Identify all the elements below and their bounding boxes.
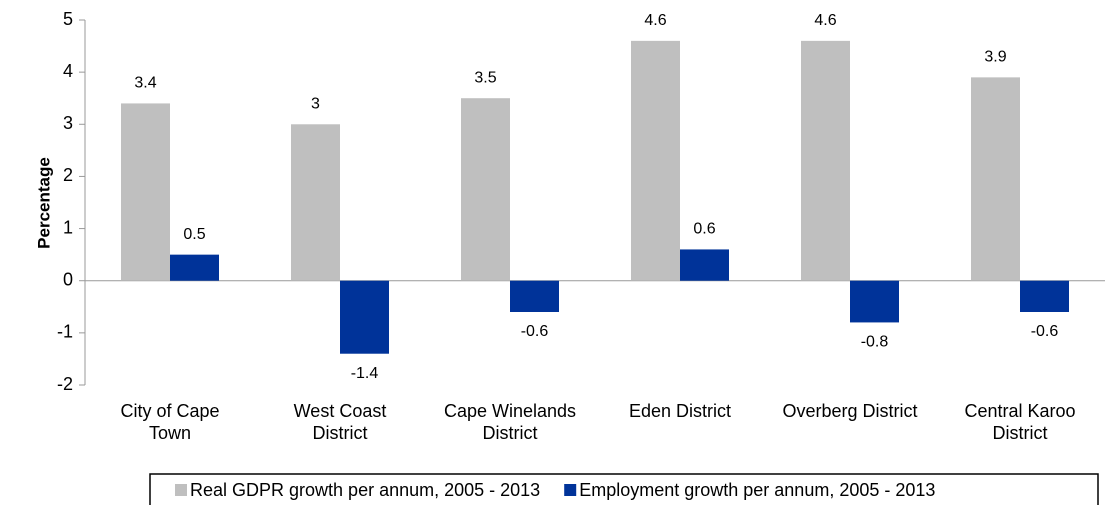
bar [971,77,1020,281]
data-label: 4.6 [644,12,666,29]
bar [850,280,899,323]
y-tick-label: 0 [63,269,73,289]
x-tick-label: City of Cape Town [120,401,220,443]
data-label: -1.4 [351,365,379,382]
data-label: -0.6 [521,323,549,340]
y-tick-label: 5 [63,9,73,29]
y-tick-label: 4 [63,61,73,81]
bar [510,280,559,312]
bar [680,249,729,281]
data-label: 0.5 [183,226,205,243]
x-tick-label: Eden District [628,401,732,421]
data-label: -0.8 [861,334,889,351]
y-tick-label: 2 [63,165,73,185]
bar [121,103,170,281]
legend-box [149,473,1099,505]
x-tick-label: West Coast District [293,401,387,443]
x-tick-label: Central Karoo District [964,401,1076,443]
legend-label: Real GDPR growth per annum, 2005 - 2013 [190,480,540,500]
bar [631,40,680,281]
data-label: -0.6 [1031,323,1059,340]
data-label: 3.9 [984,49,1006,66]
data-label: 0.6 [693,221,715,238]
x-tick-label: Overberg District [782,401,918,421]
bar [291,124,340,281]
legend-swatch [564,484,577,496]
legend-swatch [175,484,187,496]
data-label: 3 [311,96,320,113]
bar [801,40,850,281]
y-axis-title: Percentage [34,157,53,249]
bar [170,254,219,281]
bar [461,98,510,281]
data-label: 3.4 [134,75,156,92]
bar [340,280,389,354]
bar [1020,280,1069,312]
y-tick-label: 1 [63,217,73,237]
data-label: 3.5 [474,69,496,86]
legend-label: Employment growth per annum, 2005 - 2013 [579,480,935,500]
y-tick-label: 3 [63,113,73,133]
y-tick-label: -2 [57,374,73,394]
data-label: 4.6 [814,12,836,29]
y-tick-label: -1 [57,322,73,342]
x-tick-label: Cape Winelands District [443,401,577,443]
